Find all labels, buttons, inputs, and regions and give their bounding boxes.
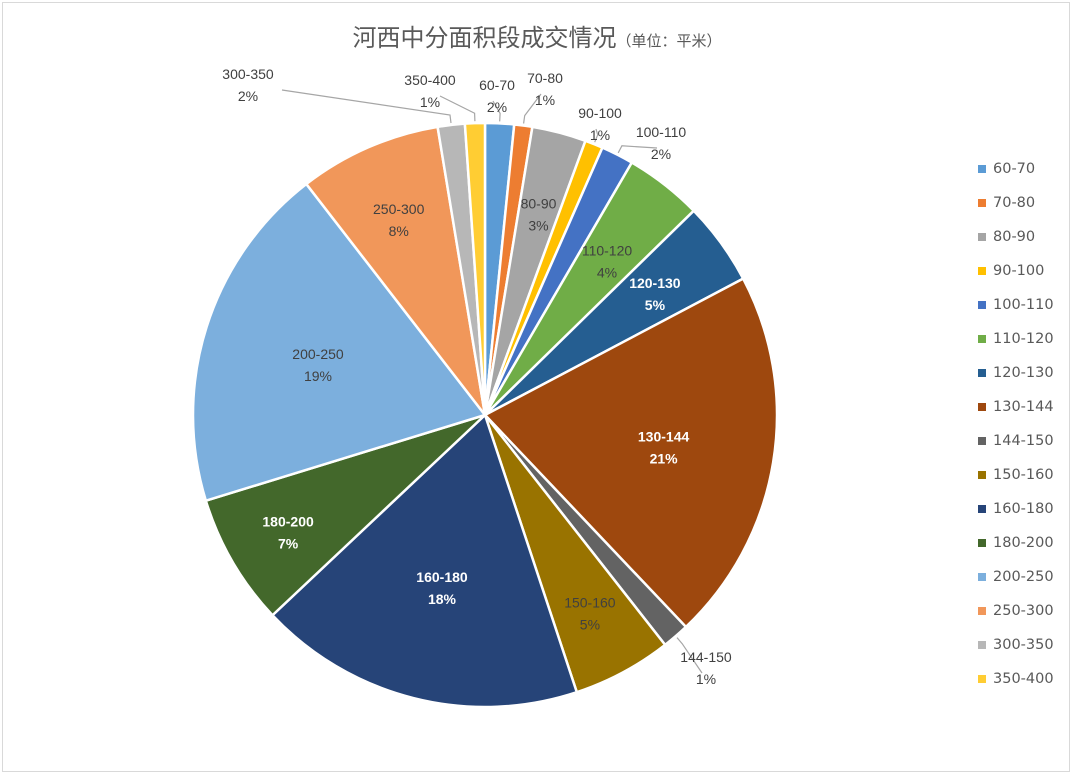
legend-item-180-200: 180-200 (978, 526, 1054, 560)
legend-label: 120-130 (993, 365, 1054, 381)
legend-swatch (978, 539, 986, 547)
legend-label: 250-300 (993, 603, 1054, 619)
legend-label: 130-144 (993, 399, 1054, 415)
chart-title: 河西中分面积段成交情况（单位：平米） (0, 18, 1074, 53)
slice-pct-90-100: 1% (590, 127, 610, 143)
slice-label-180-200: 180-200 (262, 514, 314, 530)
legend-swatch (978, 335, 986, 343)
pie-slice-180-200 (204, 413, 486, 617)
legend-label: 144-150 (993, 433, 1054, 449)
slice-label-100-110: 100-110 (636, 124, 687, 140)
legend-label: 160-180 (993, 501, 1054, 517)
slice-pct-120-130: 5% (645, 297, 666, 313)
legend-item-350-400: 350-400 (978, 662, 1054, 696)
legend-label: 150-160 (993, 467, 1054, 483)
slice-pct-150-160: 5% (580, 617, 600, 633)
legend-label: 350-400 (993, 671, 1054, 687)
slice-pct-70-80: 1% (535, 92, 555, 108)
legend-item-100-110: 100-110 (978, 288, 1054, 322)
legend-swatch (978, 301, 986, 309)
legend-swatch (978, 437, 986, 445)
slice-pct-144-150: 1% (696, 671, 716, 687)
slice-pct-350-400: 1% (420, 94, 440, 110)
slice-pct-110-120: 4% (597, 264, 617, 280)
slice-label-90-100: 90-100 (578, 105, 622, 121)
legend-item-110-120: 110-120 (978, 322, 1054, 356)
slice-label-120-130: 120-130 (629, 275, 681, 291)
slice-label-130-144: 130-144 (638, 428, 690, 444)
slice-label-160-180: 160-180 (416, 569, 468, 585)
slice-label-200-250: 200-250 (292, 346, 344, 362)
slice-pct-130-144: 21% (650, 450, 679, 466)
slice-pct-80-90: 3% (528, 218, 548, 234)
leader-line-100-110 (617, 145, 658, 154)
legend-swatch (978, 267, 986, 275)
legend-item-200-250: 200-250 (978, 560, 1054, 594)
pie-slice-160-180 (270, 412, 579, 709)
legend-swatch (978, 369, 986, 377)
legend-label: 70-80 (993, 195, 1036, 211)
pie-slice-350-400 (463, 121, 487, 416)
slice-pct-60-70: 2% (487, 99, 507, 115)
slice-pct-300-350: 2% (238, 88, 258, 104)
legend-swatch (978, 505, 986, 513)
legend-swatch (978, 573, 986, 581)
slice-pct-180-200: 7% (278, 536, 299, 552)
legend-item-80-90: 80-90 (978, 220, 1054, 254)
legend-swatch (978, 199, 986, 207)
leader-line-350-400 (439, 95, 476, 122)
legend-swatch (978, 641, 986, 649)
legend-item-130-144: 130-144 (978, 390, 1054, 424)
legend-item-120-130: 120-130 (978, 356, 1054, 390)
legend-label: 300-350 (993, 637, 1054, 653)
slice-pct-200-250: 19% (304, 368, 332, 384)
slice-pct-100-110: 2% (651, 146, 671, 162)
legend-label: 80-90 (993, 229, 1036, 245)
legend-item-60-70: 60-70 (978, 152, 1054, 186)
leader-line-70-80 (523, 93, 542, 124)
legend-item-300-350: 300-350 (978, 628, 1054, 662)
pie-slice-200-250 (191, 182, 488, 503)
chart-title-text: 河西中分面积段成交情况 (352, 24, 617, 52)
legend-item-160-180: 160-180 (978, 492, 1054, 526)
leader-line-300-350 (281, 89, 452, 124)
leader-line-60-70 (492, 100, 501, 122)
legend-label: 100-110 (993, 297, 1054, 313)
legend-label: 110-120 (993, 331, 1054, 347)
legend-swatch (978, 403, 986, 411)
chart-title-unit: （单位：平米） (616, 32, 722, 50)
pie-slice-250-300 (304, 125, 487, 416)
slice-pct-250-300: 8% (389, 223, 409, 239)
leader-line-144-150 (676, 637, 703, 674)
slice-label-250-300: 250-300 (373, 201, 425, 217)
leader-line-90-100 (594, 128, 599, 143)
legend-item-144-150: 144-150 (978, 424, 1054, 458)
legend-item-150-160: 150-160 (978, 458, 1054, 492)
legend-swatch (978, 471, 986, 479)
legend-swatch (978, 607, 986, 615)
legend-swatch (978, 233, 986, 241)
slice-pct-160-180: 18% (428, 591, 457, 607)
slice-label-300-350: 300-350 (222, 66, 274, 82)
slice-label-144-150: 144-150 (680, 649, 732, 665)
chart-legend: 60-70 70-80 80-90 90-100 100-110 110-120 120-1… (978, 152, 1054, 696)
legend-label: 90-100 (993, 263, 1045, 279)
legend-label: 60-70 (993, 161, 1036, 177)
slice-label-80-90: 80-90 (521, 196, 557, 212)
legend-item-250-300: 250-300 (978, 594, 1054, 628)
slice-label-150-160: 150-160 (564, 595, 616, 611)
legend-item-70-80: 70-80 (978, 186, 1054, 220)
slice-label-110-120: 110-120 (582, 242, 633, 258)
pie-slice-130-144 (482, 276, 779, 629)
slice-label-350-400: 350-400 (404, 72, 456, 88)
legend-swatch (978, 675, 986, 683)
legend-label: 180-200 (993, 535, 1054, 551)
legend-label: 200-250 (993, 569, 1054, 585)
slice-label-70-80: 70-80 (527, 70, 563, 86)
slice-label-60-70: 60-70 (479, 77, 515, 93)
legend-swatch (978, 165, 986, 173)
legend-item-90-100: 90-100 (978, 254, 1054, 288)
